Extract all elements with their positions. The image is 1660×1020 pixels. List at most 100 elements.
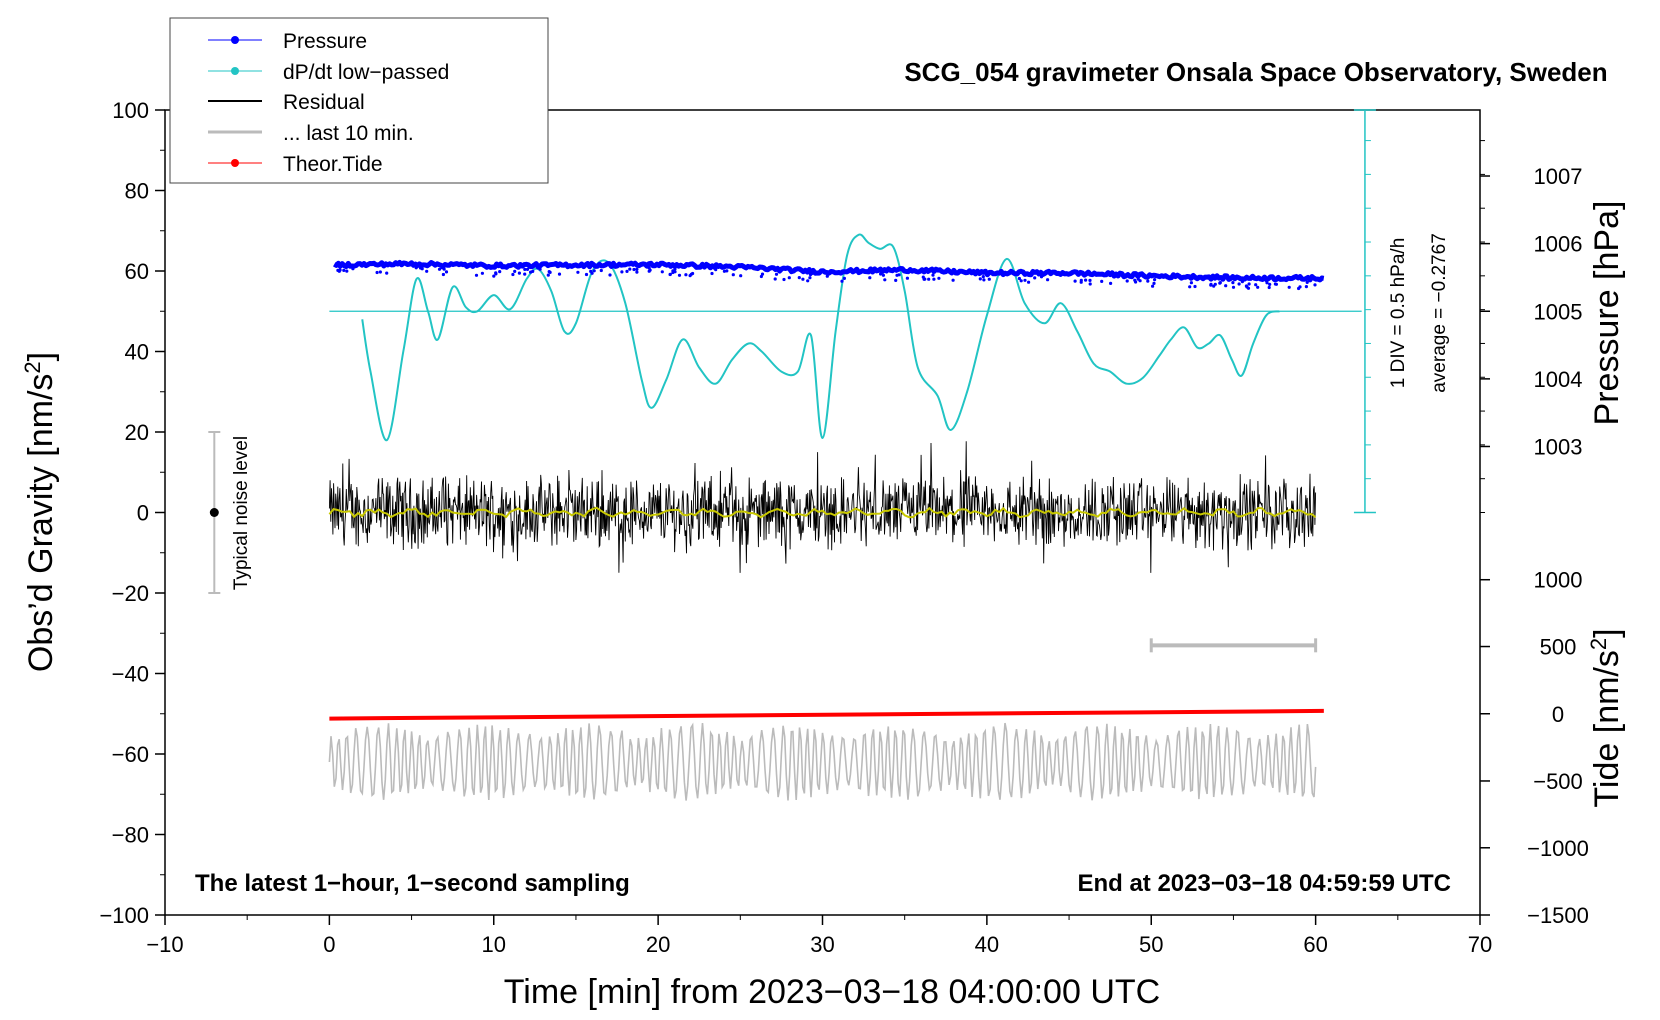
svg-text:Residual: Residual xyxy=(283,91,365,114)
y-tick-label: 0 xyxy=(137,501,149,526)
pressure-point xyxy=(1265,281,1269,285)
pressure-line xyxy=(333,259,1325,283)
pressure-point xyxy=(425,269,429,273)
pressure-point xyxy=(1254,283,1258,287)
pressure-point xyxy=(673,270,677,274)
pressure-point xyxy=(801,277,805,281)
pressure-point xyxy=(722,269,727,273)
x-tick-label: 0 xyxy=(323,932,335,957)
pressure-point xyxy=(1088,278,1092,282)
pressure-point xyxy=(895,273,899,277)
pressure-point xyxy=(881,273,886,277)
y-tick-label: −80 xyxy=(112,823,149,848)
y-tick-label: 100 xyxy=(112,98,149,123)
pressure-point xyxy=(1100,279,1104,283)
pressure-point xyxy=(1109,281,1113,285)
pressure-tick-label: 1003 xyxy=(1534,434,1583,459)
pressure-point xyxy=(1305,280,1309,284)
pressure-point xyxy=(787,276,791,280)
pressure-point xyxy=(1224,284,1228,288)
pressure-point xyxy=(1256,285,1260,289)
pressure-point xyxy=(932,277,936,281)
pressure-point xyxy=(1193,284,1197,289)
pressure-point xyxy=(1138,279,1142,283)
pressure-point xyxy=(774,272,779,276)
legend-item-tide: Theor.Tide xyxy=(208,153,383,176)
tide-tick-label: 0 xyxy=(1552,702,1564,727)
pressure-point xyxy=(498,270,502,274)
pressure-point xyxy=(773,277,777,281)
dpdt-line xyxy=(361,233,1280,442)
legend: Pressure dP/dt low−passed Residual ... l… xyxy=(169,17,549,184)
pressure-point xyxy=(660,270,664,274)
pressure-point xyxy=(538,267,542,271)
pressure-point xyxy=(782,277,786,282)
y-tick-label: 40 xyxy=(125,340,149,365)
pressure-point xyxy=(647,269,651,273)
tide-tick-label: 500 xyxy=(1540,635,1577,660)
svg-text:Theor.Tide: Theor.Tide xyxy=(283,153,383,176)
legend-item-last10: ... last 10 min. xyxy=(208,122,414,145)
x-tick-label: 50 xyxy=(1139,932,1163,957)
pressure-point xyxy=(808,276,812,280)
y-tick-label: 80 xyxy=(125,179,149,204)
last-10-min-line xyxy=(328,722,1317,801)
pressure-point xyxy=(620,270,624,274)
pressure-point xyxy=(1152,281,1156,285)
pressure-point xyxy=(668,272,672,277)
pressure-point xyxy=(978,277,982,281)
pressure-point xyxy=(345,269,349,273)
pressure-point xyxy=(879,272,883,276)
pressure-point xyxy=(714,268,718,272)
pressure-point xyxy=(1073,279,1077,283)
pressure-point xyxy=(987,277,991,281)
pressure-point xyxy=(923,277,927,281)
pressure-point xyxy=(1019,279,1023,283)
pressure-point xyxy=(1218,281,1222,285)
pressure-point xyxy=(523,267,527,271)
pressure-point xyxy=(931,273,935,277)
x-tick-labels: −10 0 10 20 30 40 50 60 70 xyxy=(146,932,1492,957)
noise-bar-center xyxy=(209,508,219,517)
pressure-point xyxy=(1153,278,1157,282)
pressure-point xyxy=(725,269,729,273)
pressure-point xyxy=(797,276,801,280)
y-tick-label: −40 xyxy=(112,662,149,687)
svg-text:Pressure: Pressure xyxy=(283,30,367,53)
end-time-note: End at 2023−03−18 04:59:59 UTC xyxy=(1077,870,1451,897)
pressure-point xyxy=(1134,280,1138,284)
y-tick-label: −20 xyxy=(112,581,149,606)
y-tick-label: 60 xyxy=(125,259,149,284)
svg-text:... last 10 min.: ... last 10 min. xyxy=(283,122,414,145)
pressure-point xyxy=(1247,282,1251,286)
pressure-point xyxy=(547,270,551,274)
pressure-point xyxy=(1151,284,1155,288)
pressure-point xyxy=(635,267,639,271)
pressure-tick-labels: 1003 1004 1005 1006 1007 xyxy=(1534,164,1583,459)
pressure-point xyxy=(1079,278,1083,282)
pressure-point xyxy=(1023,278,1027,282)
pressure-point xyxy=(444,270,449,274)
pressure-point xyxy=(1231,281,1235,285)
pressure-point xyxy=(608,273,612,277)
y-axis-title-pressure: Pressure [hPa] xyxy=(1588,201,1626,426)
pressure-point xyxy=(385,271,389,275)
residual-smoothed-line xyxy=(328,506,1317,519)
y-tick-label: −60 xyxy=(112,742,149,767)
pressure-point xyxy=(1084,278,1088,282)
tide-line xyxy=(329,708,1324,721)
tide-tick-labels: −1500 −1000 −500 0 500 1000 xyxy=(1527,568,1589,928)
x-tick-label: −10 xyxy=(146,932,183,957)
pressure-point xyxy=(1268,282,1272,286)
pressure-point xyxy=(1046,278,1050,282)
pressure-point xyxy=(632,267,636,272)
pressure-point xyxy=(673,267,677,271)
series-layer xyxy=(208,109,1376,801)
pressure-point xyxy=(1267,285,1271,290)
pressure-point xyxy=(1287,285,1291,289)
pressure-point xyxy=(806,279,810,283)
pressure-point xyxy=(731,273,735,277)
pressure-point xyxy=(337,269,341,273)
pressure-point xyxy=(894,278,898,282)
pressure-point xyxy=(1297,286,1301,291)
